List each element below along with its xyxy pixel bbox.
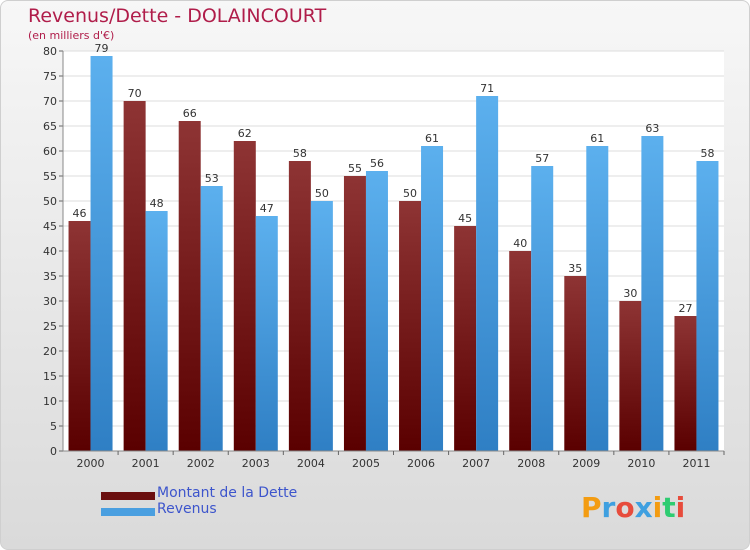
x-tick-label: 2006 — [407, 457, 435, 470]
value-label-revenus: 50 — [315, 187, 329, 200]
logo-letter: o — [615, 491, 635, 524]
bar-revenus — [641, 136, 664, 451]
value-label-debt: 27 — [678, 302, 692, 315]
value-label-debt: 66 — [183, 107, 197, 120]
y-tick-label: 60 — [43, 145, 57, 158]
legend-swatch-debt — [101, 492, 155, 500]
bar-revenus — [310, 201, 333, 451]
y-tick-label: 25 — [43, 320, 57, 333]
bar-revenus — [476, 96, 499, 451]
bar-debt — [343, 176, 366, 451]
value-label-revenus: 61 — [590, 132, 604, 145]
y-tick-label: 50 — [43, 195, 57, 208]
legend-label-debt: Montant de la Dette — [157, 485, 298, 501]
y-tick-label: 40 — [43, 245, 57, 258]
x-tick-label: 2003 — [242, 457, 270, 470]
bar-debt — [178, 121, 201, 451]
bar-revenus — [531, 166, 554, 451]
y-tick-label: 70 — [43, 95, 57, 108]
bar-debt — [564, 276, 587, 451]
bar-revenus — [586, 146, 609, 451]
y-tick-label: 80 — [43, 45, 57, 58]
value-label-revenus: 53 — [205, 172, 219, 185]
bar-revenus — [421, 146, 444, 451]
logo-letter: x — [634, 491, 653, 524]
y-tick-label: 10 — [43, 395, 57, 408]
bar-debt — [674, 316, 697, 451]
y-tick-label: 55 — [43, 170, 57, 183]
value-label-revenus: 56 — [370, 157, 384, 170]
x-tick-label: 2010 — [627, 457, 655, 470]
y-tick-label: 5 — [50, 420, 57, 433]
bar-debt — [509, 251, 532, 451]
value-label-debt: 40 — [513, 237, 527, 250]
logo-letter: r — [601, 491, 616, 524]
y-tick-label: 75 — [43, 70, 57, 83]
value-label-revenus: 57 — [535, 152, 549, 165]
value-label-debt: 70 — [128, 87, 142, 100]
x-tick-label: 2005 — [352, 457, 380, 470]
bar-debt — [619, 301, 642, 451]
bar-debt — [399, 201, 422, 451]
x-tick-label: 2004 — [297, 457, 325, 470]
bar-revenus — [90, 56, 113, 451]
logo-letter: P — [581, 491, 602, 524]
proxiti-logo: Proxiti — [581, 491, 685, 524]
logo-letter: i — [652, 491, 663, 524]
bar-revenus — [696, 161, 719, 451]
value-label-revenus: 47 — [260, 202, 274, 215]
logo-letter: i — [675, 491, 686, 524]
y-tick-label: 65 — [43, 120, 57, 133]
bar-revenus — [145, 211, 168, 451]
value-label-debt: 58 — [293, 147, 307, 160]
y-tick-label: 15 — [43, 370, 57, 383]
x-tick-label: 2001 — [132, 457, 160, 470]
logo-letter: t — [662, 491, 676, 524]
x-tick-label: 2008 — [517, 457, 545, 470]
legend-swatch-revenus — [101, 508, 155, 516]
x-tick-label: 2007 — [462, 457, 490, 470]
bar-revenus — [255, 216, 278, 451]
value-label-debt: 45 — [458, 212, 472, 225]
bar-debt — [454, 226, 477, 451]
y-tick-label: 45 — [43, 220, 57, 233]
y-tick-label: 35 — [43, 270, 57, 283]
legend-label-revenus: Revenus — [157, 501, 217, 517]
bar-debt — [68, 221, 91, 451]
x-tick-label: 2011 — [682, 457, 710, 470]
value-label-revenus: 63 — [645, 122, 659, 135]
value-label-debt: 35 — [568, 262, 582, 275]
bar-debt — [288, 161, 311, 451]
value-label-revenus: 58 — [700, 147, 714, 160]
value-label-revenus: 48 — [150, 197, 164, 210]
x-tick-label: 2009 — [572, 457, 600, 470]
y-tick-label: 30 — [43, 295, 57, 308]
value-label-revenus: 61 — [425, 132, 439, 145]
bar-debt — [233, 141, 256, 451]
value-label-debt: 30 — [623, 287, 637, 300]
bar-revenus — [365, 171, 388, 451]
value-label-debt: 55 — [348, 162, 362, 175]
value-label-revenus: 71 — [480, 82, 494, 95]
bar-debt — [123, 101, 146, 451]
y-tick-label: 0 — [50, 445, 57, 458]
value-label-debt: 62 — [238, 127, 252, 140]
y-tick-label: 20 — [43, 345, 57, 358]
value-label-debt: 50 — [403, 187, 417, 200]
value-label-revenus: 79 — [95, 42, 109, 55]
chart-title: Revenus/Dette - DOLAINCOURT — [28, 5, 327, 27]
x-tick-label: 2000 — [77, 457, 105, 470]
chart-subtitle: (en milliers d'€) — [28, 29, 115, 42]
bar-revenus — [200, 186, 223, 451]
value-label-debt: 46 — [73, 207, 87, 220]
x-tick-label: 2002 — [187, 457, 215, 470]
